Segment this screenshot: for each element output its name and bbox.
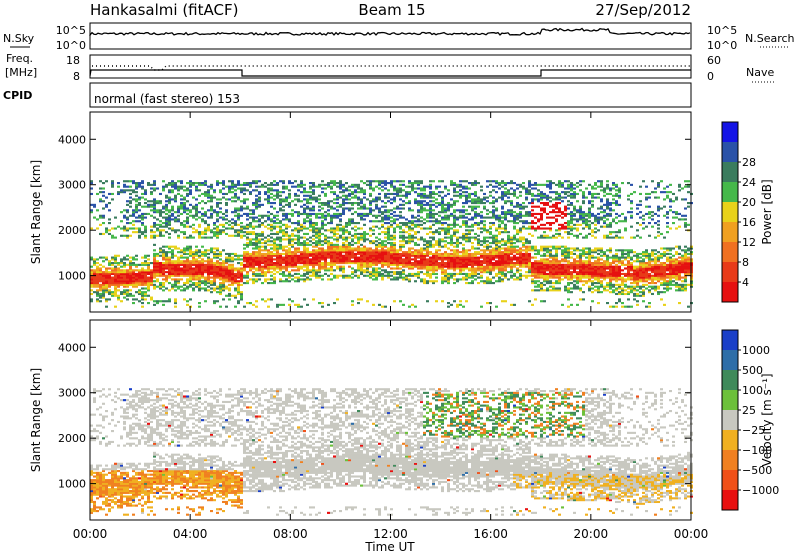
colorbar-swatch [722,162,738,183]
beam-title: Beam 15 [358,1,425,19]
ytick-label: 1000 [58,478,86,491]
nave-label: Nave [746,66,774,79]
ytick-label: 4000 [58,133,86,146]
time-axis-label: Time UT [364,540,415,554]
time-tick-label: 00:00 [674,527,709,541]
colorbar-swatch [722,350,738,371]
colorbar-label: 12 [742,236,756,249]
nsky-panel [89,22,692,50]
nave-tick-top: 60 [707,54,721,67]
nsky-tick-top: 10^5 [56,24,86,37]
time-tick-label: 16:00 [473,527,508,541]
time-tick-label: 20:00 [574,527,609,541]
freq-label-line1: Freq. [6,52,33,65]
colorbar-swatch [722,410,738,431]
date-title: 27/Sep/2012 [595,1,691,19]
colorbar-label: −100 [742,444,772,457]
velocity-heatmap [90,388,693,516]
ytick-label: 3000 [58,387,86,400]
velocity-yticks: 1000 2000 3000 4000 [58,341,691,491]
colorbar-label: 24 [742,176,756,189]
time-tick-label: 12:00 [373,527,408,541]
colorbar-swatch [722,122,738,143]
nsearch-tick-bottom: 10^0 [707,39,737,52]
ytick-label: 2000 [58,432,86,445]
cpid-label: CPID [3,89,32,102]
power-colorbar-label: Power [dB] [760,179,774,244]
ytick-label: 3000 [58,179,86,192]
colorbar-swatch [722,182,738,203]
colorbar-label: 16 [742,216,756,229]
cpid-panel [89,82,692,108]
velocity-ylabel: Slant Range [km] [29,368,43,472]
nsearch-label: N.Search [745,32,795,45]
nsky-label: N.Sky [3,32,35,45]
colorbar-label: −1000 [742,484,779,497]
colorbar-swatch [722,262,738,283]
nsky-trace [89,27,691,36]
colorbar-label: 8 [742,256,749,269]
power-heatmap [90,180,693,308]
colorbar-label: 25 [742,404,756,417]
colorbar-label: 500 [742,364,763,377]
freq-panel [89,54,692,79]
colorbar-label: 20 [742,196,756,209]
time-tick-label: 08:00 [273,527,308,541]
colorbar-swatch [722,390,738,411]
colorbar-label: 4 [742,276,749,289]
velocity-colorbar: 1000 500 100 25 −25 −100 −500 −1000 [721,329,779,511]
colorbar-swatch [722,370,738,391]
power-yticks: 1000 2000 3000 4000 [58,133,691,283]
velocity-colorbar-label: Velocity [m s⁻¹] [760,373,774,466]
power-ylabel: Slant Range [km] [29,160,43,264]
cpid-mode: normal (fast stereo) 153 [94,92,240,106]
freq-trace [89,69,691,77]
nave-tick-bottom: 0 [707,70,714,83]
power-colorbar: 4 8 12 16 20 24 28 [721,121,756,303]
ytick-label: 2000 [58,224,86,237]
freq-tick-bottom: 8 [73,70,80,83]
colorbar-swatch [722,282,738,303]
colorbar-swatch [722,490,738,511]
colorbar-label: 100 [742,384,763,397]
colorbar-swatch [722,450,738,471]
colorbar-swatch [722,202,738,223]
time-tick-label: 00:00 [73,527,108,541]
nsky-tick-bottom: 10^0 [56,39,86,52]
colorbar-label: −25 [742,424,765,437]
colorbar-label: −500 [742,464,772,477]
nsearch-tick-top: 10^5 [707,24,737,37]
colorbar-swatch [722,222,738,243]
ytick-label: 1000 [58,270,86,283]
time-tick-label: 04:00 [173,527,208,541]
nave-trace [92,65,691,71]
freq-tick-top: 18 [66,54,80,67]
time-axis: 00:00 04:00 08:00 12:00 16:00 20:00 00:00 [73,112,709,541]
colorbar-swatch [722,330,738,351]
freq-label-line2: [MHz] [5,66,37,79]
colorbar-frame [721,121,739,303]
colorbar-swatch [722,242,738,263]
colorbar-label: 28 [742,156,756,169]
colorbar-frame [721,329,739,511]
station-title: Hankasalmi (fitACF) [90,1,238,19]
colorbar-label: 1000 [742,344,770,357]
ytick-label: 4000 [58,341,86,354]
colorbar-swatch [722,142,738,163]
colorbar-swatch [722,470,738,491]
colorbar-swatch [722,430,738,451]
